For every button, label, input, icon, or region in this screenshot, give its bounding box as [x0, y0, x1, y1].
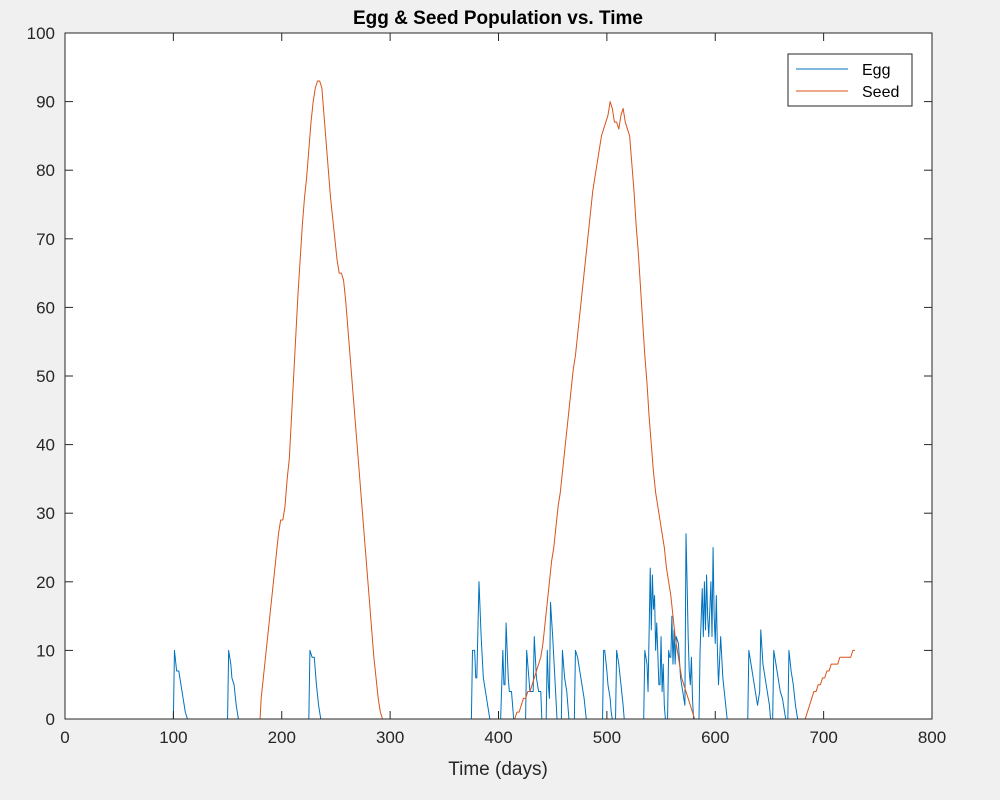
series-line-seed — [65, 80, 856, 720]
x-axis-label: Time (days) — [448, 759, 548, 780]
y-tick-label: 30 — [36, 504, 55, 523]
y-tick-label: 100 — [27, 24, 55, 43]
ticks-layer: 0 100 200 300 400 500 600 700 800 0 10 20 30 40 50 60 70… — [27, 24, 947, 747]
chart-title: Egg & Seed Population vs. Time — [353, 8, 643, 29]
y-tick-label: 90 — [36, 93, 55, 112]
legend-label-egg: Egg — [862, 62, 890, 79]
y-tick-label: 70 — [36, 230, 55, 249]
x-tick-label: 800 — [918, 728, 946, 747]
y-tick-label: 20 — [36, 573, 55, 592]
y-tick-label: 10 — [36, 641, 55, 660]
x-tick-label: 500 — [593, 728, 621, 747]
x-tick-label: 0 — [60, 728, 69, 747]
legend: Egg Seed — [787, 53, 913, 107]
x-tick-label: 600 — [701, 728, 729, 747]
plot-area — [65, 33, 932, 719]
legend-box — [787, 53, 913, 107]
x-tick-label: 200 — [268, 728, 296, 747]
legend-label-seed: Seed — [862, 84, 899, 101]
x-tick-label: 400 — [484, 728, 512, 747]
y-tick-label: 50 — [36, 367, 55, 386]
y-tick-label: 40 — [36, 436, 55, 455]
x-tick-label: 700 — [809, 728, 837, 747]
y-tick-label: 0 — [46, 710, 55, 729]
y-tick-label: 60 — [36, 298, 55, 317]
x-tick-label: 300 — [376, 728, 404, 747]
x-tick-label: 100 — [159, 728, 187, 747]
legend-items: Egg Seed — [796, 62, 899, 101]
y-tick-label: 80 — [36, 161, 55, 180]
